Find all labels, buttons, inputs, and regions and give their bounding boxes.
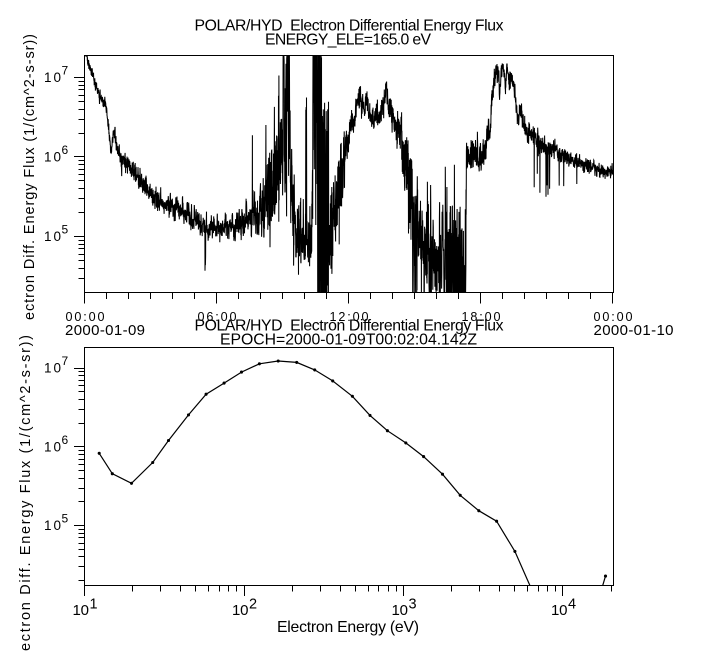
svg-text:06:00: 06:00	[198, 310, 237, 324]
svg-text:POLAR/HYD Electron Differenti: POLAR/HYD Electron Differential Energy F…	[195, 318, 504, 335]
svg-text:10: 10	[551, 602, 568, 619]
svg-text:2000-01-10: 2000-01-10	[594, 322, 674, 339]
svg-text:5: 5	[62, 512, 69, 526]
svg-text:ENERGY_ELE=165.0 eV: ENERGY_ELE=165.0 eV	[265, 32, 431, 49]
svg-text:10: 10	[392, 602, 409, 619]
svg-text:2000-01-09: 2000-01-09	[65, 322, 145, 339]
svg-text:2: 2	[249, 597, 257, 613]
svg-text:7: 7	[62, 354, 69, 368]
svg-text:10: 10	[44, 70, 61, 85]
svg-text:10: 10	[232, 602, 249, 619]
svg-text:POLAR/HYD Electron Differenti: POLAR/HYD Electron Differential Energy F…	[195, 18, 504, 35]
svg-text:Electron Energy (eV): Electron Energy (eV)	[277, 619, 419, 636]
svg-text:4: 4	[568, 597, 576, 613]
svg-text:18:00: 18:00	[462, 310, 501, 324]
svg-text:10: 10	[73, 602, 90, 619]
svg-text:12:00: 12:00	[330, 310, 369, 324]
svg-text:1: 1	[90, 597, 98, 613]
svg-text:10: 10	[44, 361, 61, 376]
svg-text:10: 10	[44, 439, 61, 454]
svg-text:EPOCH=2000-01-09T00:02:04.142Z: EPOCH=2000-01-09T00:02:04.142Z	[220, 332, 477, 349]
svg-text:6: 6	[62, 143, 69, 157]
svg-text:6: 6	[62, 433, 69, 447]
svg-text:10: 10	[44, 150, 61, 165]
svg-text:ectron Diff. Energy Flux (1/(c: ectron Diff. Energy Flux (1/(cm^2-s-sr))	[18, 335, 34, 651]
svg-text:5: 5	[62, 223, 69, 237]
svg-text:7: 7	[62, 64, 69, 78]
svg-text:3: 3	[409, 597, 417, 613]
svg-text:00:00: 00:00	[594, 310, 633, 324]
svg-text:00:00: 00:00	[66, 310, 105, 324]
svg-text:ectron Diff. Energy Flux (1/(c: ectron Diff. Energy Flux (1/(cm^2-s-sr))	[22, 34, 38, 320]
svg-text:10: 10	[44, 518, 61, 533]
svg-text:10: 10	[44, 229, 61, 244]
